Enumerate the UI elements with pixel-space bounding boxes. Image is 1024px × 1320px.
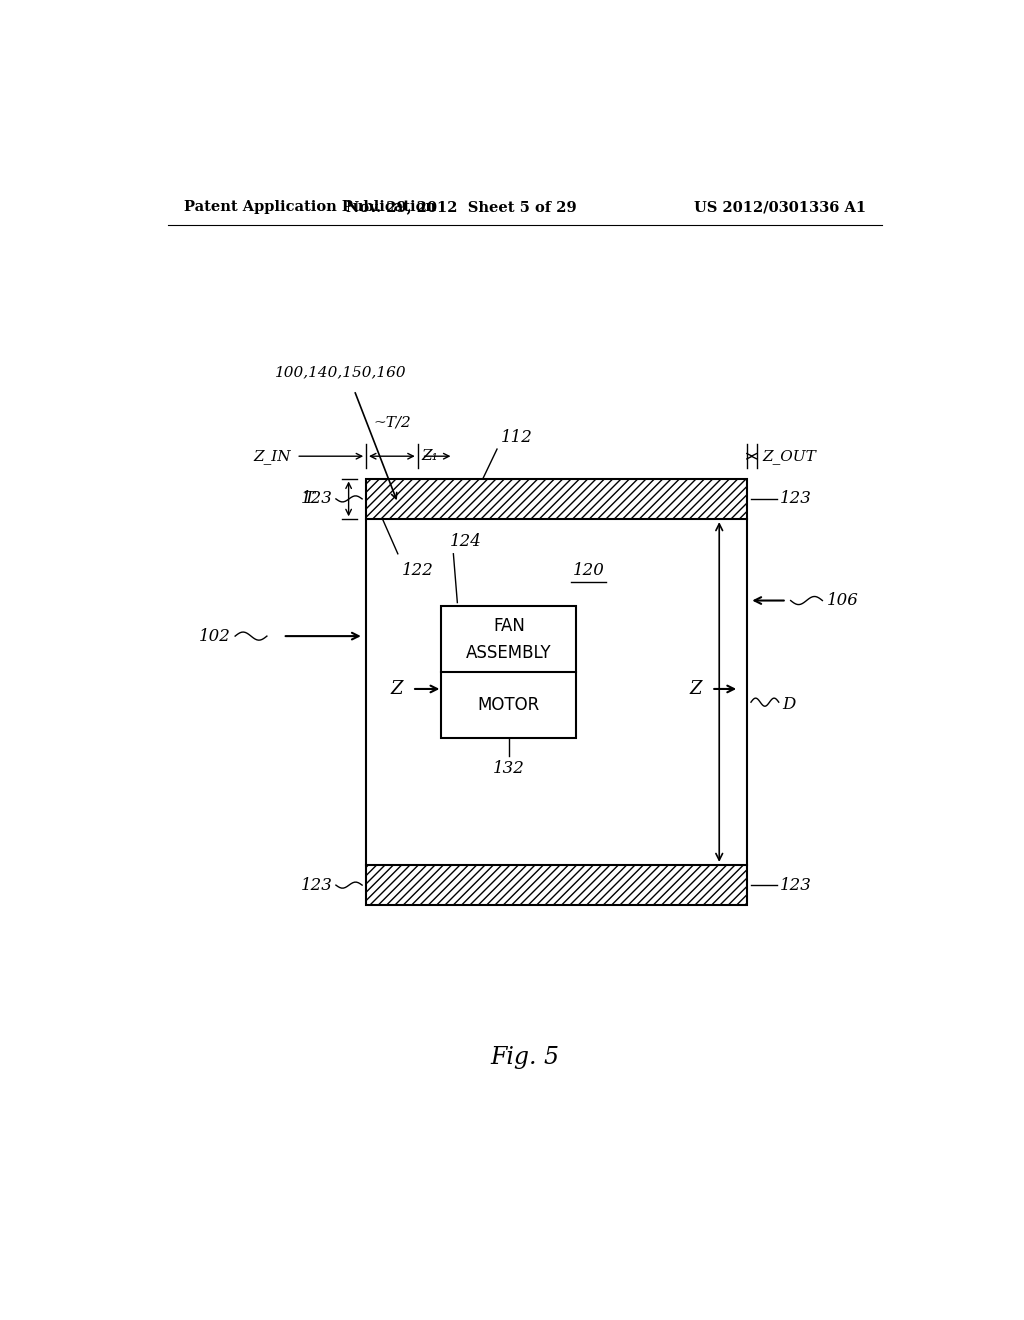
Text: Z: Z: [390, 680, 402, 698]
Text: ~T/2: ~T/2: [373, 416, 411, 430]
Bar: [367, 479, 748, 519]
Text: FAN: FAN: [493, 618, 525, 635]
Text: 132: 132: [493, 760, 525, 777]
Text: D: D: [782, 696, 796, 713]
Text: 123: 123: [301, 491, 333, 507]
Text: ASSEMBLY: ASSEMBLY: [466, 644, 552, 661]
Text: 106: 106: [826, 593, 858, 609]
Text: 123: 123: [780, 876, 812, 894]
Text: Patent Application Publication: Patent Application Publication: [183, 201, 435, 214]
Text: 124: 124: [450, 533, 481, 549]
Text: 120: 120: [572, 561, 604, 578]
Text: 100,140,150,160: 100,140,150,160: [274, 364, 407, 379]
Text: MOTOR: MOTOR: [478, 696, 540, 714]
Text: Nov. 29, 2012  Sheet 5 of 29: Nov. 29, 2012 Sheet 5 of 29: [346, 201, 577, 214]
Text: 123: 123: [301, 876, 333, 894]
Text: 102: 102: [200, 627, 231, 644]
Text: 122: 122: [401, 562, 434, 579]
Text: Z_OUT: Z_OUT: [763, 449, 816, 463]
Bar: [367, 479, 748, 519]
Text: Z: Z: [689, 680, 701, 698]
Text: Z₁: Z₁: [422, 449, 438, 463]
Bar: [441, 606, 577, 738]
Text: Z_IN: Z_IN: [253, 449, 291, 463]
Bar: [367, 865, 748, 906]
Text: T: T: [303, 491, 314, 507]
Text: Fig. 5: Fig. 5: [490, 1047, 559, 1069]
Text: 112: 112: [501, 429, 532, 446]
Text: US 2012/0301336 A1: US 2012/0301336 A1: [694, 201, 866, 214]
Text: 123: 123: [780, 491, 812, 507]
Bar: [367, 865, 748, 906]
